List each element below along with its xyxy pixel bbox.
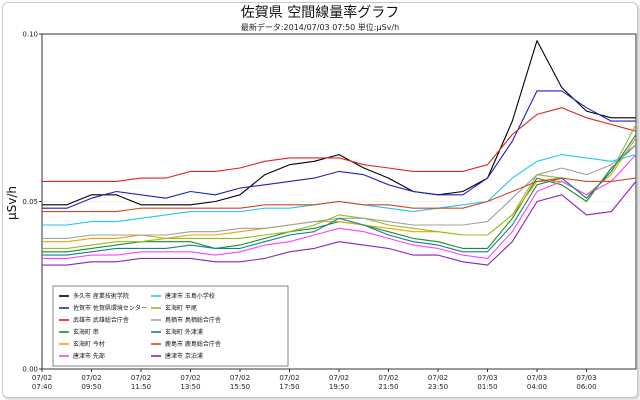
legend-label: 唐津市 京泊浦: [165, 352, 203, 360]
x-tick-time-label: 01:50: [477, 383, 497, 391]
legend-label: 玄海町 外津浦: [165, 328, 203, 336]
chart-subtitle: 最新データ:2014/07/03 07:50 単位:μSv/h: [241, 22, 399, 32]
x-tick-date-label: 07/03: [527, 374, 547, 382]
x-tick-date-label: 07/02: [32, 374, 52, 382]
axis-ticks: 0.100.050.0007/0207:4007/0209:5007/0211:…: [22, 31, 596, 392]
legend-label: 武雄市 武雄総合庁舎: [73, 316, 129, 324]
x-tick-date-label: 07/02: [279, 374, 299, 382]
x-tick-time-label: 15:50: [230, 383, 250, 391]
x-tick-time-label: 17:50: [279, 383, 299, 391]
series-line: [42, 40, 636, 206]
x-tick-time-label: 11:50: [131, 383, 151, 391]
legend-label: 玄海町 串: [73, 328, 99, 336]
x-tick-time-label: 23:50: [428, 383, 448, 391]
legend-label: 玄海町 平尾: [165, 304, 197, 312]
legend-label: 多久市 産業技術学院: [73, 292, 129, 300]
legend-label: 唐津市 玉島小学校: [165, 292, 215, 300]
chart-canvas: 佐賀県 空間線量率グラフ 最新データ:2014/07/03 07:50 単位:μ…: [5, 4, 637, 392]
x-tick-date-label: 07/03: [576, 374, 596, 382]
y-tick-label: 0.05: [22, 198, 38, 206]
y-tick-label: 0.10: [22, 31, 38, 39]
series-line: [42, 107, 637, 182]
x-tick-date-label: 07/02: [329, 374, 349, 382]
series-line: [42, 177, 637, 213]
legend-label: 鹿島市 鹿島総合庁舎: [165, 340, 221, 348]
x-tick-time-label: 09:50: [81, 383, 101, 391]
series-line: [42, 154, 637, 259]
x-tick-time-label: 21:50: [378, 383, 398, 391]
y-tick-label: 0.00: [22, 366, 38, 374]
x-tick-time-label: 19:50: [329, 383, 349, 391]
x-tick-time-label: 13:50: [180, 383, 200, 391]
x-tick-date-label: 07/02: [230, 374, 250, 382]
x-tick-date-label: 07/02: [180, 374, 200, 382]
series-line: [42, 181, 637, 266]
x-tick-date-label: 07/02: [428, 374, 448, 382]
chart-title: 佐賀県 空間線量率グラフ: [241, 4, 399, 21]
x-tick-date-label: 07/02: [81, 374, 101, 382]
legend-label: 玄海町 今村: [73, 340, 105, 348]
x-tick-time-label: 04:00: [527, 383, 547, 391]
series-line: [42, 134, 637, 256]
x-tick-time-label: 06:00: [576, 383, 596, 391]
legend-box: [52, 285, 289, 367]
x-tick-time-label: 07:40: [32, 383, 52, 391]
series-lines: [42, 40, 637, 266]
y-axis-label: μSv/h: [5, 186, 19, 220]
legend-label: 佐賀市 佐賀県環境センター: [73, 304, 147, 312]
x-tick-date-label: 07/03: [477, 374, 497, 382]
x-tick-date-label: 07/02: [131, 374, 151, 382]
legend-label: 唐津市 先部: [73, 352, 105, 360]
series-line: [42, 90, 636, 209]
x-tick-date-label: 07/02: [378, 374, 398, 382]
legend-label: 鳥栖市 鳥栖総合庁舎: [165, 316, 221, 324]
